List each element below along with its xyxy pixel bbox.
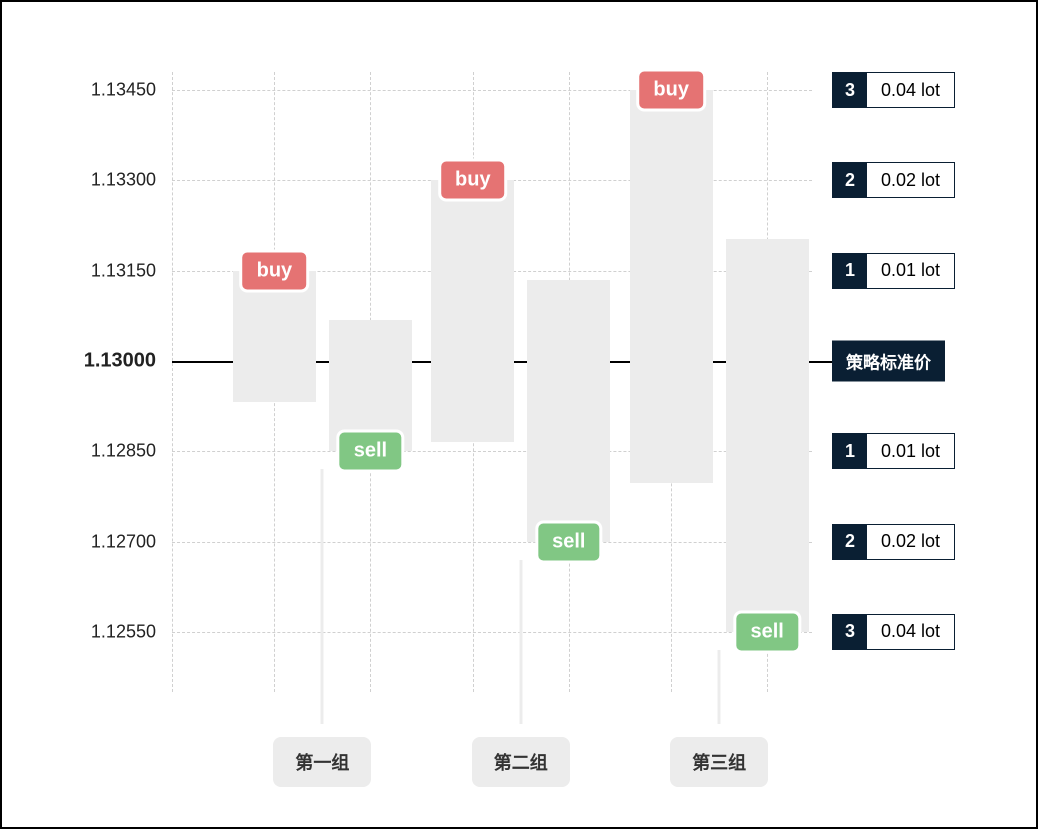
lot-box: 10.01 lot [832, 253, 955, 289]
lot-box-number: 2 [833, 163, 867, 197]
y-axis-label: 1.12850 [56, 441, 156, 462]
bar-sell [527, 280, 610, 542]
lot-box-number: 1 [833, 434, 867, 468]
lot-box-value: 0.04 lot [867, 73, 954, 107]
lot-box-value: 0.04 lot [867, 615, 954, 649]
grid-horizontal [172, 632, 812, 633]
group-label: 第一组 [273, 737, 371, 787]
standard-price-label: 策略标准价 [832, 340, 945, 381]
grid-horizontal [172, 542, 812, 543]
buy-chip: buy [240, 249, 310, 292]
sell-chip: sell [734, 610, 801, 653]
lot-box: 30.04 lot [832, 72, 955, 108]
group-stem [321, 469, 324, 724]
grid-horizontal [172, 90, 812, 91]
y-axis-label: 1.12700 [56, 531, 156, 552]
chart-frame: 1.13450 1.13300 1.13150 1.13000 1.12850 1.127… [0, 0, 1038, 829]
lot-box-number: 3 [833, 615, 867, 649]
bar-sell [726, 239, 809, 632]
bar-buy [630, 90, 713, 483]
y-axis-label: 1.12550 [56, 621, 156, 642]
group-label: 第三组 [670, 737, 768, 787]
buy-chip: buy [636, 69, 706, 112]
lot-box-number: 1 [833, 254, 867, 288]
lot-box-number: 3 [833, 73, 867, 107]
y-axis-label: 1.13000 [56, 349, 156, 372]
group-stem [718, 650, 721, 724]
grid-horizontal [172, 451, 812, 452]
group-stem [519, 560, 522, 724]
grid-vertical [172, 72, 173, 692]
y-axis-label: 1.13300 [56, 170, 156, 191]
y-axis-label: 1.13450 [56, 80, 156, 101]
lot-box-value: 0.02 lot [867, 163, 954, 197]
lot-box: 30.04 lot [832, 614, 955, 650]
buy-chip: buy [438, 159, 508, 202]
lot-box-value: 0.02 lot [867, 525, 954, 559]
lot-box: 20.02 lot [832, 162, 955, 198]
lot-box-value: 0.01 lot [867, 434, 954, 468]
sell-chip: sell [337, 430, 404, 473]
lot-box-value: 0.01 lot [867, 254, 954, 288]
lot-box: 20.02 lot [832, 524, 955, 560]
group-label: 第二组 [472, 737, 570, 787]
bar-buy [431, 180, 514, 442]
lot-box: 10.01 lot [832, 433, 955, 469]
lot-box-number: 2 [833, 525, 867, 559]
y-axis-label: 1.13150 [56, 260, 156, 281]
sell-chip: sell [535, 520, 602, 563]
